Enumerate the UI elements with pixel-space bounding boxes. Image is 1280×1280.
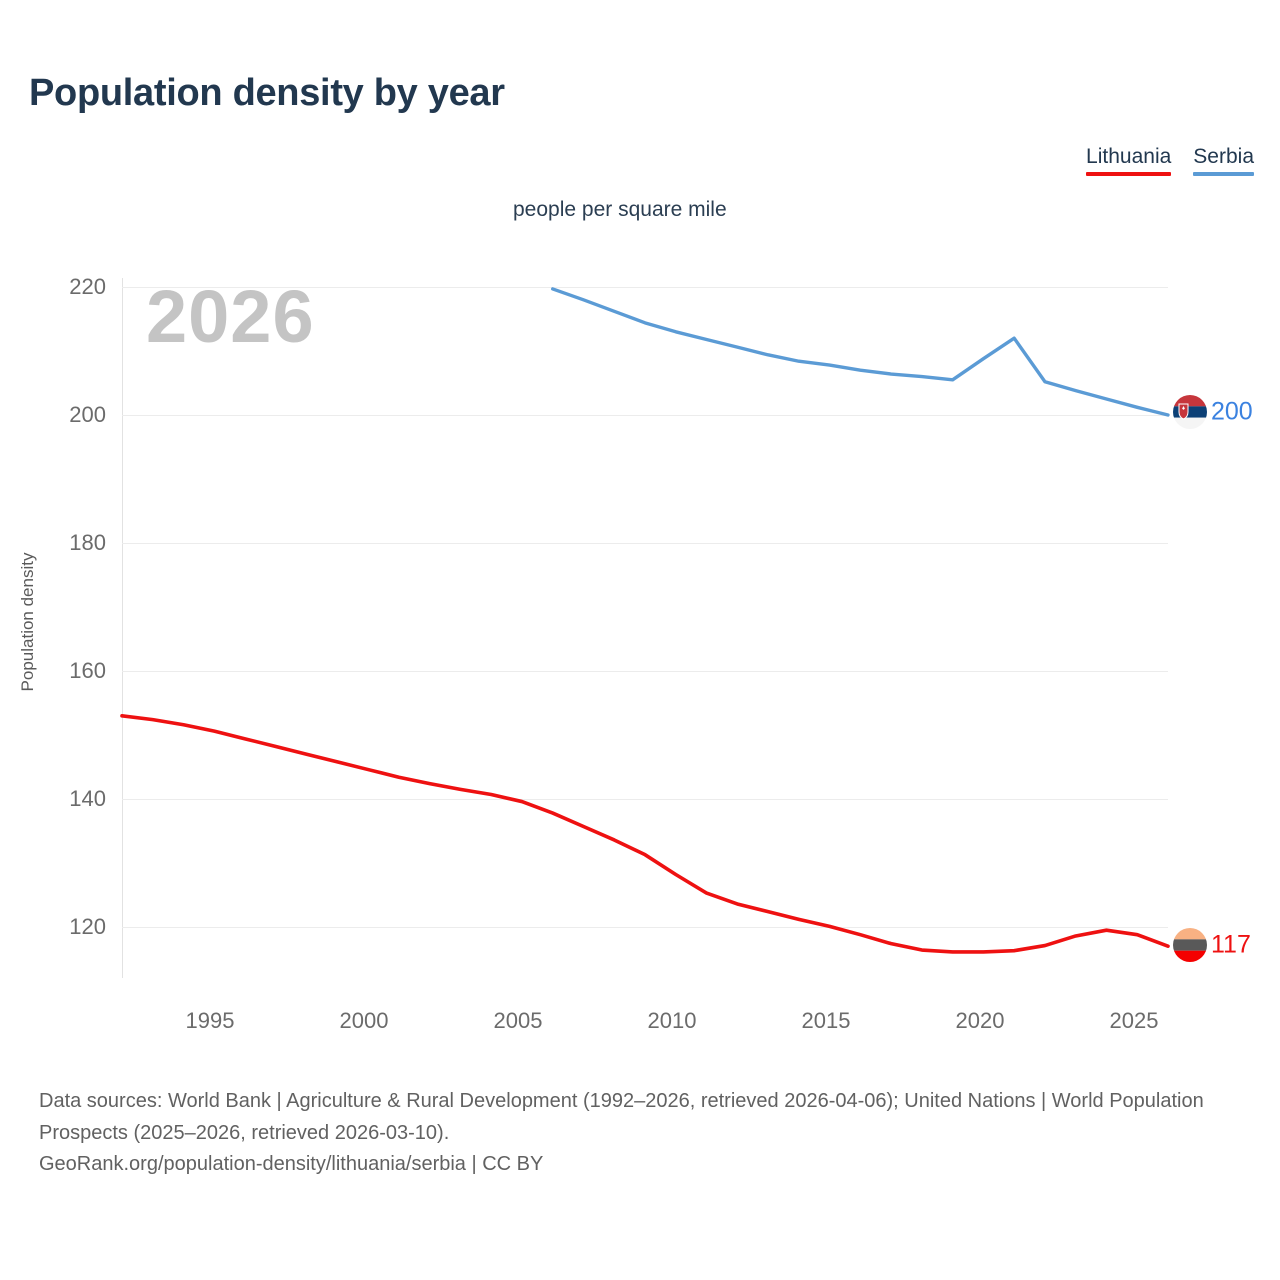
- x-tick-label: 2010: [647, 1008, 697, 1033]
- footer-sources: Data sources: World Bank | Agriculture &…: [39, 1086, 1269, 1181]
- chart-subtitle: people per square mile: [513, 198, 727, 221]
- legend-item-lithuania[interactable]: Lithuania: [1086, 145, 1172, 177]
- x-tick-label: 2000: [339, 1008, 389, 1033]
- x-tick-label: 2005: [493, 1008, 543, 1033]
- endpoint-marker-lithuania[interactable]: [1173, 928, 1207, 962]
- legend-label-serbia: Serbia: [1193, 145, 1254, 168]
- lithuania-flag-icon: [1173, 928, 1207, 962]
- gridline-140: [122, 799, 1168, 800]
- serbia-flag-icon: [1173, 395, 1207, 429]
- page-title: Population density by year: [29, 72, 505, 114]
- year-watermark: 2026: [146, 275, 315, 358]
- x-tick-label: 2015: [801, 1008, 851, 1033]
- footer-line-2[interactable]: GeoRank.org/population-density/lithuania…: [39, 1153, 544, 1176]
- gridline-120: [122, 927, 1168, 928]
- x-tick-label: 2025: [1109, 1008, 1159, 1033]
- legend-swatch-lithuania: [1086, 172, 1172, 177]
- y-tick-label: 120: [69, 914, 106, 939]
- footer-line-1: Data sources: World Bank | Agriculture &…: [39, 1090, 1204, 1144]
- series-line-serbia: [551, 287, 1170, 417]
- y-tick-label: 200: [69, 402, 106, 427]
- endpoint-marker-serbia[interactable]: [1173, 395, 1207, 429]
- y-tick-label: 220: [69, 274, 106, 299]
- y-tick-label: 140: [69, 786, 106, 811]
- gridline-200: [122, 415, 1168, 416]
- endpoint-value-lithuania: 117: [1211, 930, 1251, 959]
- y-axis-line: [122, 278, 123, 978]
- legend-swatch-serbia: [1193, 172, 1254, 177]
- legend: Lithuania Serbia: [1086, 145, 1254, 177]
- legend-item-serbia[interactable]: Serbia: [1193, 145, 1254, 177]
- x-tick-label: 2020: [955, 1008, 1005, 1033]
- x-tick-label: 1995: [185, 1008, 235, 1033]
- y-tick-label: 180: [69, 530, 106, 555]
- endpoint-value-serbia: 200: [1211, 397, 1253, 426]
- y-tick-label: 160: [69, 658, 106, 683]
- gridline-160: [122, 671, 1168, 672]
- series-line-lithuania: [120, 713, 1170, 954]
- gridline-180: [122, 543, 1168, 544]
- legend-label-lithuania: Lithuania: [1086, 145, 1172, 168]
- gridline-220: [122, 287, 1168, 288]
